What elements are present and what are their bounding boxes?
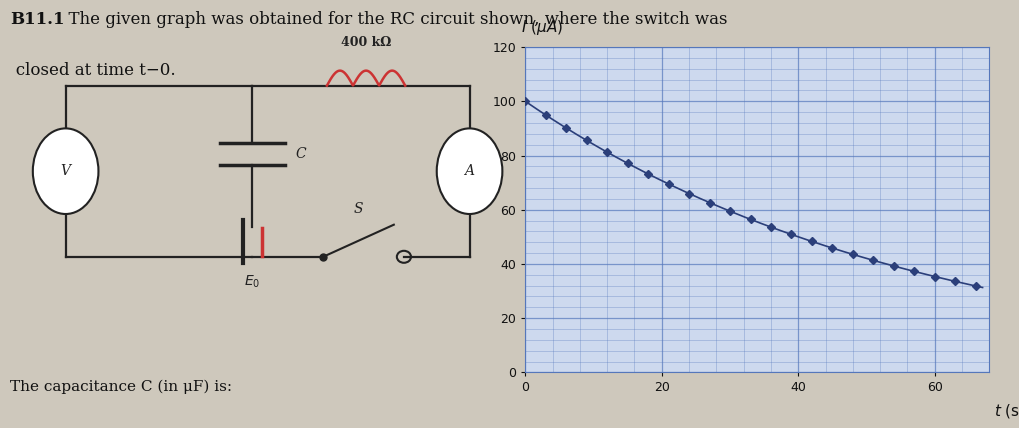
Text: A: A <box>464 164 474 178</box>
Text: $t\ \mathrm{(s)}$: $t\ \mathrm{(s)}$ <box>994 401 1019 419</box>
Text: B11.1: B11.1 <box>10 11 64 28</box>
Text: S: S <box>354 202 363 216</box>
Text: C: C <box>296 147 306 161</box>
Text: $I\ (\mu A)$: $I\ (\mu A)$ <box>520 18 562 37</box>
Text: closed at time t−0.: closed at time t−0. <box>0 62 175 79</box>
Text: V: V <box>60 164 70 178</box>
Text: The given graph was obtained for the RC circuit shown, where the switch was: The given graph was obtained for the RC … <box>58 11 727 28</box>
Ellipse shape <box>436 128 502 214</box>
Text: $E_0$: $E_0$ <box>245 274 260 290</box>
Ellipse shape <box>33 128 99 214</box>
Text: The capacitance C (in μF) is:: The capacitance C (in μF) is: <box>10 379 232 394</box>
Text: 400 kΩ: 400 kΩ <box>340 36 391 49</box>
